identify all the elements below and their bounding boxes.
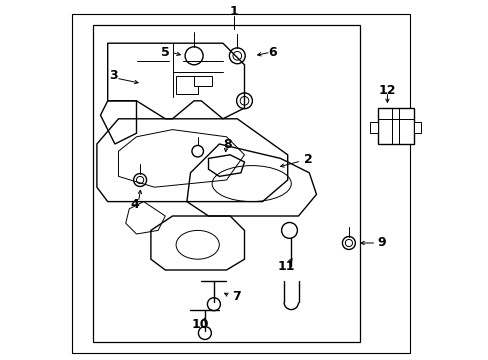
Text: 9: 9 xyxy=(376,237,385,249)
Text: 1: 1 xyxy=(229,5,238,18)
Bar xyxy=(194,76,212,86)
Text: 6: 6 xyxy=(267,46,276,59)
Bar xyxy=(413,122,420,133)
Text: 5: 5 xyxy=(161,46,169,59)
Bar xyxy=(93,25,359,342)
Text: 10: 10 xyxy=(191,318,209,330)
Text: 4: 4 xyxy=(130,198,139,211)
Text: 12: 12 xyxy=(378,84,395,96)
Bar xyxy=(377,108,413,144)
Text: 3: 3 xyxy=(109,69,118,82)
Text: 8: 8 xyxy=(223,138,231,150)
Text: 11: 11 xyxy=(277,260,294,273)
Bar xyxy=(176,76,197,94)
Text: 7: 7 xyxy=(231,291,240,303)
Bar xyxy=(370,122,377,133)
Text: 2: 2 xyxy=(303,153,312,166)
